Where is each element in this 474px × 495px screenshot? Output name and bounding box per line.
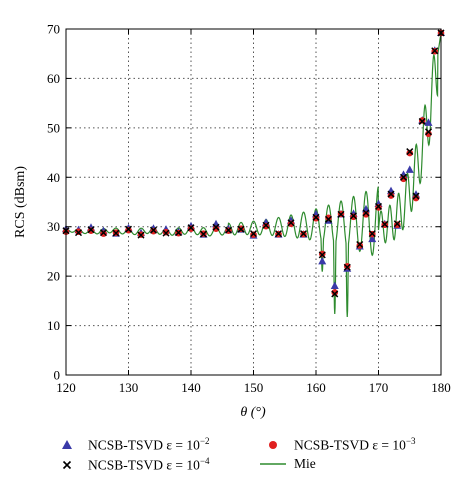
cross-point — [174, 229, 183, 237]
cross-point — [287, 219, 295, 227]
cross-point — [124, 225, 133, 233]
circle-marker-icon — [258, 438, 288, 452]
legend-item-eps4: NCSB-TSVD ε = 10−4 — [52, 456, 210, 474]
cross-marker-icon — [52, 458, 82, 472]
cross-point — [374, 202, 383, 210]
x-tick-label: 180 — [431, 380, 451, 395]
legend-item-mie: Mie — [258, 456, 316, 472]
x-tick-label: 150 — [244, 380, 264, 395]
circle-point — [406, 149, 414, 157]
cross-point — [331, 290, 339, 298]
cross-point — [337, 210, 345, 218]
cross-point — [162, 229, 170, 237]
cross-point — [262, 221, 270, 229]
cross-point — [112, 229, 120, 237]
cross-point — [137, 231, 145, 239]
circle-point — [325, 214, 332, 222]
legend-label-eps3: NCSB-TSVD ε = 10−3 — [294, 436, 416, 453]
y-axis-title: RCS (dBsm) — [13, 166, 28, 238]
cross-point — [318, 251, 326, 259]
triangle-marker-icon — [52, 438, 82, 452]
cross-point — [431, 47, 439, 55]
cross-point — [349, 212, 358, 220]
circle-point — [212, 225, 220, 232]
cross-point — [249, 230, 258, 238]
cross-point — [312, 213, 320, 221]
circle-point — [425, 130, 432, 138]
triangle-point — [405, 165, 414, 173]
triangle-point — [424, 118, 433, 126]
legend: NCSB-TSVD ε = 10−2 NCSB-TSVD ε = 10−3 NC… — [0, 430, 474, 490]
legend-label-mie: Mie — [294, 456, 316, 471]
y-tick-label: 10 — [47, 318, 60, 333]
cross-point — [99, 229, 108, 237]
y-tick-label: 50 — [47, 120, 60, 135]
cross-point — [393, 220, 401, 228]
y-tick-label: 0 — [54, 368, 61, 383]
triangle-point — [330, 281, 339, 290]
y-tick-label: 20 — [47, 269, 60, 284]
axis-ticks: 120 130 140 150 160 170 180 0 10 20 30 40 50 60 70 — [47, 22, 451, 396]
rcs-chart: 120 130 140 150 160 170 180 0 10 20 30 40 50 60 70 RCS… — [13, 22, 451, 421]
marker-series — [62, 28, 445, 298]
cross-point — [399, 173, 408, 181]
cross-point — [343, 263, 351, 271]
circle-point — [387, 192, 395, 199]
circle-point — [412, 194, 420, 202]
cross-point — [424, 128, 433, 136]
cross-point — [199, 230, 208, 238]
y-tick-label: 70 — [47, 22, 60, 37]
legend-label-eps2: NCSB-TSVD ε = 10−2 — [88, 436, 210, 453]
legend-item-eps2: NCSB-TSVD ε = 10−2 — [52, 436, 210, 454]
triangle-point — [318, 256, 327, 265]
cross-point — [149, 226, 158, 234]
cross-point — [87, 226, 95, 234]
cross-point — [324, 215, 333, 223]
x-tick-label: 170 — [369, 380, 389, 395]
x-tick-label: 160 — [306, 380, 326, 395]
cross-point — [237, 225, 245, 233]
x-tick-label: 120 — [56, 380, 76, 395]
cross-point — [74, 229, 83, 237]
cross-point — [187, 224, 195, 232]
legend-label-eps4: NCSB-TSVD ε = 10−4 — [88, 456, 210, 473]
circle-point — [400, 175, 407, 183]
legend-item-eps3: NCSB-TSVD ε = 10−3 — [258, 436, 416, 454]
x-tick-label: 140 — [181, 380, 201, 395]
triangle-point — [368, 234, 377, 243]
cross-point — [274, 230, 283, 238]
x-axis-title: θ (°) — [240, 405, 266, 420]
circle-point — [331, 289, 339, 296]
cross-point — [299, 230, 308, 238]
cross-point — [368, 230, 376, 238]
y-tick-label: 60 — [47, 71, 60, 86]
y-tick-label: 40 — [47, 170, 60, 185]
cross-point — [362, 209, 370, 217]
cross-point — [412, 192, 420, 200]
circle-point — [362, 211, 370, 218]
cross-point — [224, 226, 233, 234]
plot-area — [66, 29, 441, 375]
line-marker-icon — [258, 457, 288, 471]
cross-point — [406, 148, 414, 156]
cross-point — [387, 190, 395, 198]
cross-point — [212, 223, 220, 231]
cross-point — [418, 117, 426, 125]
cross-point — [381, 220, 389, 228]
y-tick-label: 30 — [47, 219, 60, 234]
cross-point — [356, 240, 364, 249]
x-tick-label: 130 — [119, 380, 139, 395]
